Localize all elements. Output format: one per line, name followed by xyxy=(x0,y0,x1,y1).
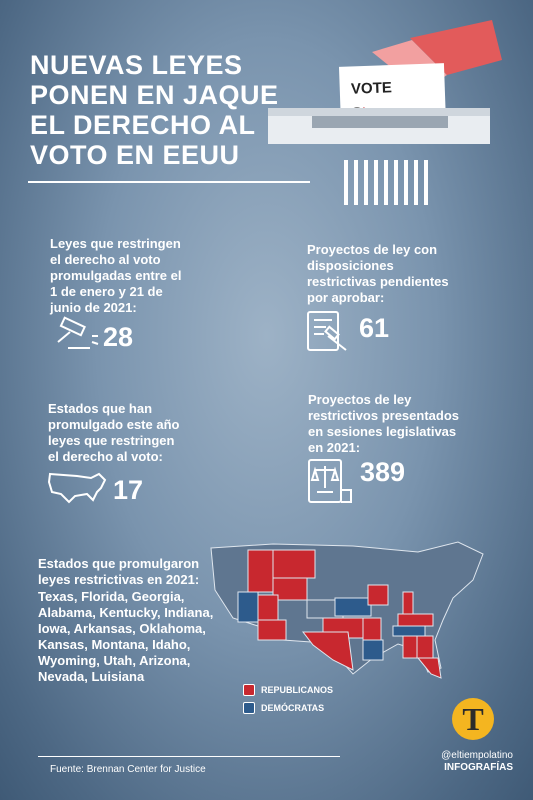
text-line: Leyes que restringen xyxy=(50,236,181,251)
scale-document-icon xyxy=(308,459,352,503)
legend-item: REPUBLICANOS xyxy=(243,684,333,696)
stat-number: 17 xyxy=(113,475,144,505)
gavel-icon xyxy=(57,316,99,349)
text-line: Proyectos de ley xyxy=(308,392,412,407)
legend-label: REPUBLICANOS xyxy=(261,685,334,695)
text-line: en 2021: xyxy=(308,440,361,455)
handle: @eltiempolatino xyxy=(441,750,513,761)
usa-icon xyxy=(47,472,107,504)
text-line: PONEN EN JAQUE xyxy=(30,80,279,110)
text-line: 1 de enero y 21 de xyxy=(50,284,163,299)
text-line: Alabama, Kentucky, Indiana, xyxy=(38,605,214,620)
ballot-text: VOTE xyxy=(350,79,393,98)
text-line: leyes que restringen xyxy=(48,433,175,448)
states-heading: Estados que promulgaron leyes restrictiva… xyxy=(38,556,199,588)
text-line: en sesiones legislativas xyxy=(308,424,457,439)
states-list: Texas, Florida, Georgia, Alabama, Kentuck… xyxy=(38,589,213,685)
source: Fuente: Brennan Center for Justice xyxy=(50,764,206,775)
footer-rule xyxy=(38,756,340,757)
stat-label: Estados que han promulgado este año leyes … xyxy=(48,401,179,465)
legend-label: DEMÓCRATAS xyxy=(261,703,325,713)
text-line: Estados que promulgaron xyxy=(38,556,200,571)
title: NUEVAS LEYES PONEN EN JAQUE EL DERECHO AL V… xyxy=(30,50,279,170)
text-line: Nevada, Luisiana xyxy=(38,669,145,684)
text-line: promulgadas entre el xyxy=(50,268,182,283)
logo: T xyxy=(452,698,494,740)
text-line: el derecho al voto: xyxy=(48,449,163,464)
stat-label: Leyes que restringen el derecho al voto pr… xyxy=(50,236,181,316)
us-map xyxy=(210,541,484,679)
legend-swatch xyxy=(243,702,255,714)
text-line: disposiciones xyxy=(307,258,394,273)
text-line: restrictivos presentados xyxy=(308,408,460,423)
text-line: Wyoming, Utah, Arizona, xyxy=(38,653,191,668)
text-line: NUEVAS LEYES xyxy=(30,50,243,80)
text-line: restrictivas pendientes xyxy=(307,274,449,289)
legend-swatch xyxy=(243,684,255,696)
stat-number: 61 xyxy=(359,313,390,343)
stat-label: Proyectos de ley restrictivos presentados… xyxy=(308,392,459,456)
legend: REPUBLICANOS DEMÓCRATAS xyxy=(243,684,333,714)
text-line: Iowa, Arkansas, Oklahoma, xyxy=(38,621,206,636)
text-line: Proyectos de ley con xyxy=(307,242,438,257)
legend-item: DEMÓCRATAS xyxy=(243,702,333,714)
text-line: por aprobar: xyxy=(307,290,385,305)
text-line: Estados que han xyxy=(48,401,153,416)
stat-number: 28 xyxy=(103,322,134,352)
section: INFOGRAFÍAS xyxy=(444,762,513,773)
document-icon xyxy=(307,311,347,351)
text-line: junio de 2021: xyxy=(50,300,137,315)
ballot-illustration xyxy=(268,20,502,205)
text-line: Kansas, Montana, Idaho, xyxy=(38,637,191,652)
text-line: Texas, Florida, Georgia, xyxy=(38,589,185,604)
text-line: el derecho al voto xyxy=(50,252,161,267)
stat-label: Proyectos de ley con disposiciones restric… xyxy=(307,242,449,306)
text-line: leyes restrictivas en 2021: xyxy=(38,572,200,587)
title-rule xyxy=(28,181,310,183)
text-line: EL DERECHO AL xyxy=(30,110,256,140)
stat-number: 389 xyxy=(360,457,406,487)
text-line: promulgado este año xyxy=(48,417,180,432)
text-line: VOTO EN EEUU xyxy=(30,140,240,170)
